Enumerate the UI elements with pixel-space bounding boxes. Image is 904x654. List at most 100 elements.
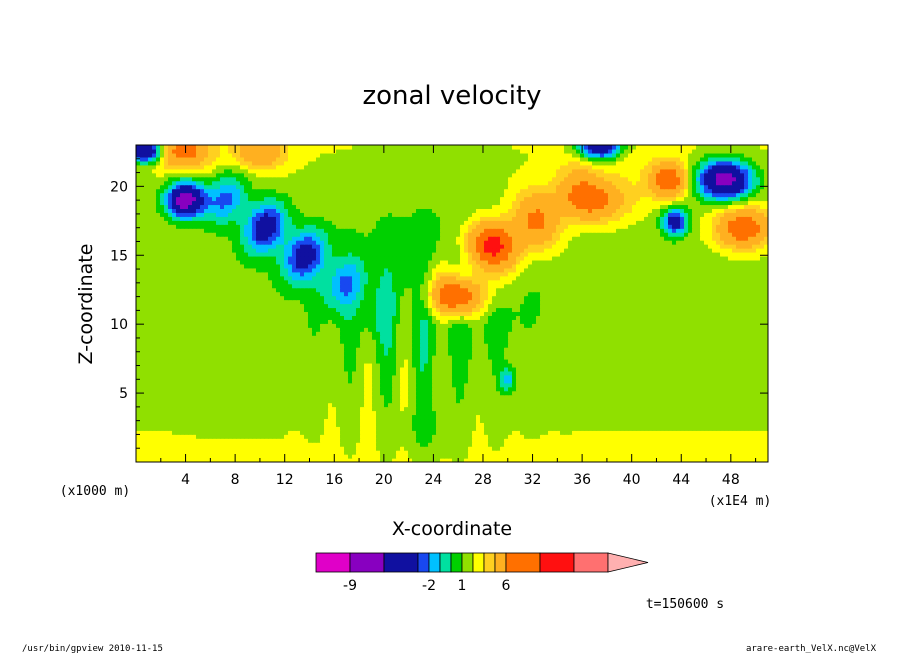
field-cell: [304, 362, 309, 368]
field-cell: [192, 458, 197, 462]
field-cell: [476, 374, 481, 380]
field-cell: [312, 362, 317, 368]
field-cell: [240, 366, 245, 372]
field-cell: [736, 446, 741, 451]
field-cell: [680, 430, 685, 435]
field-cell: [496, 426, 501, 431]
field-cell: [284, 351, 289, 356]
field-cell: [188, 370, 193, 376]
field-cell: [452, 390, 457, 396]
field-cell: [328, 430, 333, 435]
field-cell: [356, 430, 361, 435]
field-cell: [224, 370, 229, 376]
field-cell: [220, 434, 225, 439]
field-cell: [716, 394, 721, 400]
field-cell: [652, 366, 657, 372]
field-cell: [520, 343, 525, 348]
field-cell: [680, 406, 685, 412]
field-cell: [584, 378, 589, 384]
field-cell: [360, 398, 365, 404]
field-cell: [156, 355, 161, 360]
field-cell: [344, 434, 349, 439]
field-cell: [484, 426, 489, 431]
field-cell: [212, 351, 217, 356]
field-cell: [424, 434, 429, 439]
field-cell: [596, 390, 601, 396]
field-cell: [640, 398, 645, 404]
field-cell: [152, 370, 157, 376]
field-cell: [480, 458, 485, 462]
field-cell: [168, 450, 173, 455]
field-cell: [752, 406, 757, 412]
field-cell: [376, 426, 381, 431]
field-cell: [712, 410, 717, 416]
field-cell: [660, 366, 665, 372]
field-cell: [684, 390, 689, 396]
field-cell: [156, 426, 161, 431]
field-cell: [324, 386, 329, 392]
field-cell: [564, 362, 569, 368]
field-cell: [220, 410, 225, 416]
field-cell: [340, 426, 345, 431]
field-cell: [280, 339, 285, 344]
field-cell: [388, 442, 393, 447]
field-cell: [540, 378, 545, 384]
field-cell: [700, 347, 705, 352]
field-cell: [168, 343, 173, 348]
field-cell: [396, 442, 401, 447]
field-cell: [616, 418, 621, 423]
field-cell: [764, 450, 768, 455]
field-cell: [708, 362, 713, 368]
field-cell: [564, 374, 569, 380]
field-cell: [424, 422, 429, 427]
field-cell: [760, 347, 765, 352]
field-cell: [564, 347, 569, 352]
field-cell: [220, 442, 225, 447]
field-cell: [264, 402, 269, 408]
field-cell: [392, 410, 397, 416]
field-cell: [200, 366, 205, 372]
field-cell: [396, 339, 401, 344]
field-cell: [168, 414, 173, 420]
field-cell: [280, 347, 285, 352]
field-cell: [312, 406, 317, 412]
field-cell: [348, 390, 353, 396]
field-cell: [540, 426, 545, 431]
field-cell: [312, 398, 317, 404]
field-cell: [472, 382, 477, 388]
field-cell: [604, 410, 609, 416]
field-cell: [652, 454, 657, 459]
field-cell: [556, 351, 561, 356]
field-cell: [524, 454, 529, 459]
field-cell: [500, 347, 505, 352]
field-cell: [492, 418, 497, 423]
field-cell: [504, 394, 509, 400]
field-cell: [460, 339, 465, 344]
field-cell: [312, 434, 317, 439]
field-cell: [296, 410, 301, 416]
field-cell: [268, 430, 273, 435]
field-cell: [216, 378, 221, 384]
field-cell: [300, 402, 305, 408]
field-cell: [692, 355, 697, 360]
field-cell: [716, 418, 721, 423]
field-cell: [540, 362, 545, 368]
field-cell: [236, 418, 241, 423]
field-cell: [756, 458, 761, 462]
field-cell: [752, 450, 757, 455]
field-cell: [332, 358, 337, 364]
field-cell: [312, 430, 317, 435]
field-cell: [360, 426, 365, 431]
field-cell: [596, 426, 601, 431]
field-cell: [540, 406, 545, 412]
field-cell: [464, 422, 469, 427]
field-cell: [716, 351, 721, 356]
field-cell: [672, 347, 677, 352]
field-cell: [228, 390, 233, 396]
field-cell: [160, 426, 165, 431]
field-cell: [188, 382, 193, 388]
field-cell: [296, 402, 301, 408]
field-cell: [396, 438, 401, 443]
field-cell: [532, 458, 537, 462]
field-cell: [356, 446, 361, 451]
